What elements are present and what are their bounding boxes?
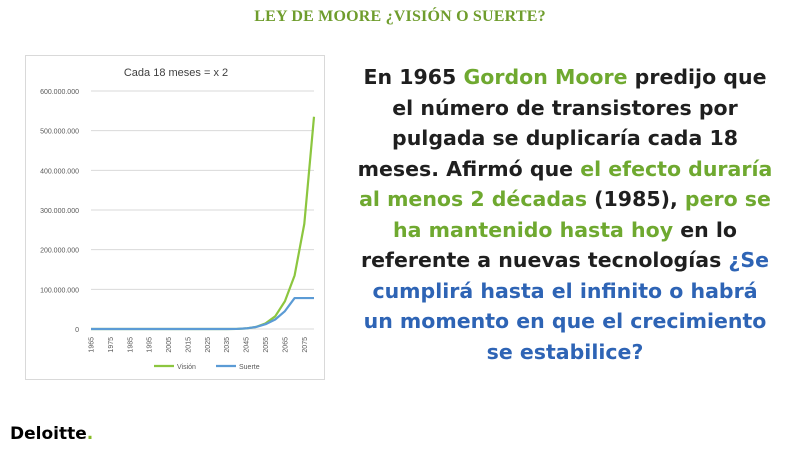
question-text: ¿Se cumplirá hasta el infinito o habrá u… <box>363 248 769 364</box>
brand-dot: . <box>86 424 94 444</box>
x-tick-label: 1985 <box>127 337 134 353</box>
x-tick-label: 2075 <box>302 337 309 353</box>
x-tick-label: 2055 <box>263 337 270 353</box>
highlight-duration: el efecto duraría al menos 2 décadas <box>359 156 773 212</box>
body-text-part-3: predijo que el número de transistores po… <box>357 65 767 181</box>
legend-label: Visión <box>177 364 196 371</box>
x-tick-label: 1995 <box>147 337 154 353</box>
x-tick-label: 1975 <box>108 337 115 353</box>
body-text-part-7: en lo referente a nuevas tecnologías <box>361 217 737 273</box>
x-tick-label: 2065 <box>282 337 289 353</box>
moore-line-chart: Cada 18 meses = x 2 0 100.000.000 200.000.0… <box>40 67 316 371</box>
body-text: En 1965 Gordon Moore predijo que el núme… <box>355 62 775 367</box>
chart-panel: Cada 18 meses = x 2 0 100.000.000 200.000.0… <box>25 55 325 380</box>
highlight-maintained: pero se ha mantenido hasta hoy <box>393 187 771 242</box>
chart-title: Cada 18 meses = x 2 <box>124 67 228 79</box>
legend-label: Suerte <box>239 364 260 371</box>
y-tick-label: 0 <box>75 327 79 334</box>
body-text-part-1: En 1965 <box>363 65 464 89</box>
y-tick-label: 600.000.000 <box>40 89 79 96</box>
series-line-suerte <box>91 296 314 331</box>
body-text-part-5: (1985), <box>587 187 685 211</box>
y-tick-label: 500.000.000 <box>40 129 79 136</box>
deloitte-logo: Deloitte. <box>10 424 93 444</box>
brand-name: Deloitte <box>10 424 87 444</box>
x-tick-label: 2025 <box>205 337 212 353</box>
x-tick-label: 1965 <box>89 337 96 353</box>
y-tick-label: 400.000.000 <box>40 168 79 175</box>
y-tick-label: 300.000.000 <box>40 208 79 215</box>
x-tick-label: 2035 <box>224 337 231 353</box>
x-tick-label: 2045 <box>244 337 251 353</box>
x-tick-label: 2015 <box>185 337 192 353</box>
y-tick-label: 200.000.000 <box>40 248 79 255</box>
y-tick-label: 100.000.000 <box>40 287 79 294</box>
slide-title: LEY DE MOORE ¿VISIÓN O SUERTE? <box>254 8 546 25</box>
highlight-gordon-moore: Gordon Moore <box>463 65 628 89</box>
x-tick-label: 2005 <box>166 337 173 353</box>
series-line-vision <box>91 116 316 331</box>
